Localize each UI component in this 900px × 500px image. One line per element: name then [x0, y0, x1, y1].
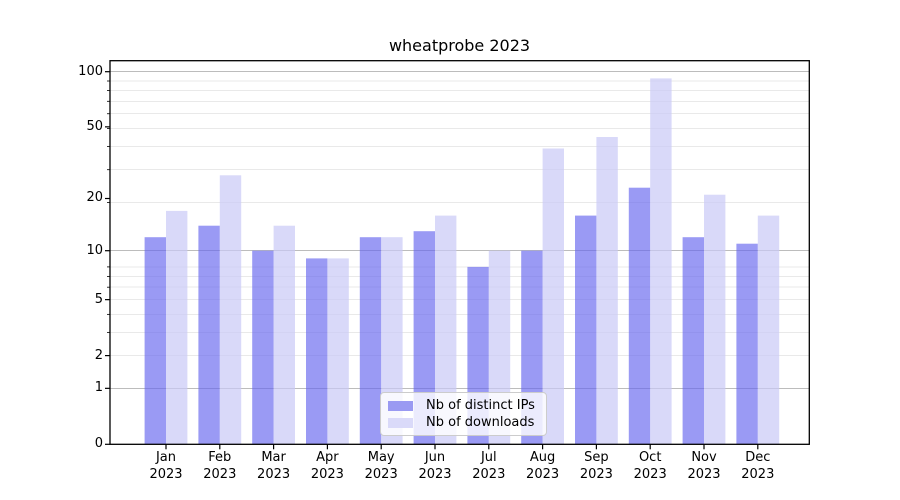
bar-dec-ips — [736, 243, 758, 445]
x-tick-label-mar: Mar 2023 — [243, 450, 305, 483]
x-tick-label-jan: Jan 2023 — [135, 450, 197, 483]
series-distinct-ips — [144, 187, 758, 445]
y-tick-label: 100 — [78, 63, 103, 79]
x-tick-label-oct: Oct 2023 — [619, 450, 681, 483]
x-tick-label-jun: Jun 2023 — [404, 450, 466, 483]
x-tick-year: 2023 — [310, 466, 344, 482]
legend-label-distinct-ips: Nb of distinct IPs — [426, 398, 535, 413]
x-tick-label-jul: Jul 2023 — [458, 450, 520, 483]
x-tick-month: Dec — [745, 450, 771, 465]
x-tick-month: Sep — [584, 450, 609, 465]
bar-nov-ips — [682, 237, 704, 445]
x-tick-year: 2023 — [472, 466, 506, 482]
x-tick-month: Nov — [691, 450, 717, 465]
x-tick-label-dec: Dec 2023 — [727, 450, 789, 483]
x-tick-year: 2023 — [687, 466, 721, 482]
x-tick-label-aug: Aug 2023 — [512, 450, 574, 483]
chart-title: wheatprobe 2023 — [388, 36, 531, 55]
x-tick-label-nov: Nov 2023 — [673, 450, 735, 483]
x-tick-month: May — [367, 450, 395, 465]
legend-swatch-distinct-ips — [388, 400, 413, 411]
x-tick-year: 2023 — [257, 466, 291, 482]
bar-jan-ips — [144, 237, 166, 445]
x-tick-month: Aug — [529, 450, 556, 465]
bar-oct-ips — [628, 187, 651, 445]
y-tick-label: 50 — [86, 118, 103, 134]
bar-feb-downloads — [219, 175, 242, 445]
bar-feb-ips — [198, 225, 220, 445]
bar-dec-downloads — [757, 215, 780, 445]
bar-aug-downloads — [542, 148, 564, 445]
x-tick-label-apr: Apr 2023 — [296, 450, 358, 483]
bar-nov-downloads — [704, 194, 726, 445]
y-tick-label: 0 — [94, 436, 103, 452]
bar-oct-downloads — [650, 78, 672, 445]
x-tick-month: Jul — [480, 450, 497, 465]
bar-sep-ips — [575, 215, 597, 445]
legend-entry-downloads: Nb of downloads — [388, 415, 538, 430]
x-tick-month: Feb — [208, 450, 232, 465]
x-tick-label-may: May 2023 — [350, 450, 412, 483]
bar-jun-ips — [413, 231, 435, 445]
x-tick-year: 2023 — [741, 466, 775, 482]
x-tick-year: 2023 — [203, 466, 237, 482]
x-tick-month: Apr — [316, 450, 339, 465]
x-tick-year: 2023 — [149, 466, 183, 482]
x-tick-year: 2023 — [579, 466, 613, 482]
x-tick-month: Jun — [424, 450, 446, 465]
axes-frame — [109, 60, 810, 445]
bar-apr-downloads — [327, 258, 349, 445]
bar-mar-ips — [252, 250, 274, 445]
x-tick-year: 2023 — [526, 466, 560, 482]
y-tick-label: 10 — [86, 242, 103, 258]
legend: Nb of distinct IPs Nb of downloads — [380, 392, 547, 436]
y-tick-label: 2 — [94, 347, 103, 363]
legend-label-downloads: Nb of downloads — [426, 415, 535, 430]
x-tick-year: 2023 — [364, 466, 398, 482]
x-tick-year: 2023 — [633, 466, 667, 482]
y-tick-label: 5 — [94, 291, 103, 307]
bar-mar-downloads — [273, 225, 295, 445]
x-tick-year: 2023 — [418, 466, 452, 482]
legend-swatch-downloads — [388, 417, 413, 428]
x-tick-month: Oct — [638, 450, 662, 465]
x-tick-month: Jan — [155, 450, 177, 465]
y-tick-label: 20 — [86, 190, 103, 206]
bar-apr-ips — [306, 258, 328, 445]
x-tick-label-sep: Sep 2023 — [565, 450, 627, 483]
bar-may-ips — [359, 237, 382, 445]
y-tick-label: 1 — [94, 380, 103, 396]
bar-sep-downloads — [596, 137, 618, 445]
x-tick-month: Mar — [261, 450, 286, 465]
bar-jan-downloads — [166, 210, 188, 445]
legend-entry-distinct-ips: Nb of distinct IPs — [388, 398, 538, 413]
bar-jun-downloads — [435, 215, 457, 445]
x-tick-label-feb: Feb 2023 — [189, 450, 251, 483]
